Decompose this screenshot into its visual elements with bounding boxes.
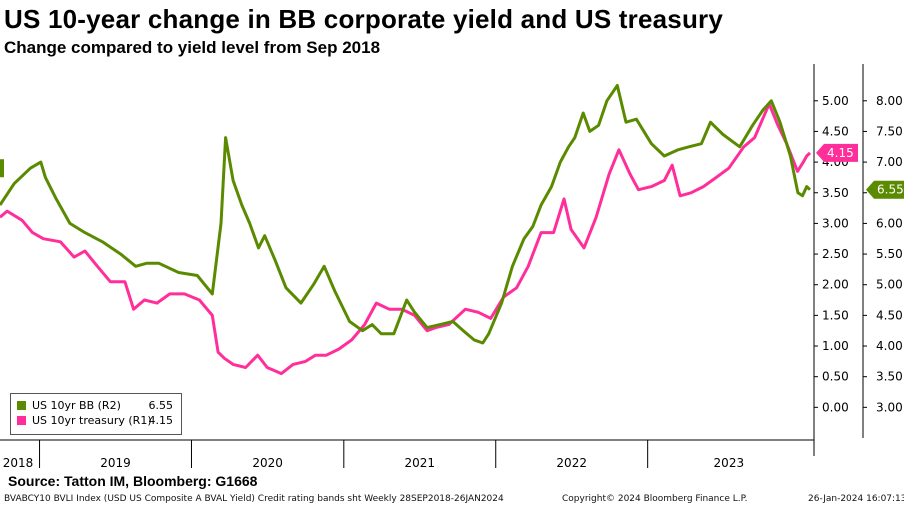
r2-tick-label: 8.00 <box>876 94 903 108</box>
r2-tick-label: 6.00 <box>876 216 903 230</box>
r1-tick-label: 3.50 <box>822 186 849 200</box>
legend-value-bb: 6.55 <box>148 399 174 412</box>
legend-value-treasury: 4.15 <box>148 414 174 427</box>
legend-swatch-bb <box>17 401 26 410</box>
treasury-last-value-flag-label: 4.15 <box>827 146 854 160</box>
legend-label-bb: US 10yr BB (R2) <box>32 399 121 412</box>
r1-tick-label: 5.00 <box>822 94 849 108</box>
r1-tick-label: 1.00 <box>822 339 849 353</box>
r2-tick-label: 7.50 <box>876 124 903 138</box>
chart-title: US 10-year change in BB corporate yield … <box>4 4 724 34</box>
legend-swatch-treasury <box>17 416 26 425</box>
treasury-last-value-flag-shape <box>816 143 858 162</box>
r1-tick-label: 2.50 <box>822 247 849 261</box>
bb-last-value-flag-shape <box>866 180 904 199</box>
footer-index-info: BVABCY10 BVLI Index (USD US Composite A … <box>4 494 504 504</box>
x-tick-label: 2020 <box>252 456 283 470</box>
r2-tick-label: 3.00 <box>876 400 903 414</box>
r2-tick-label: 4.50 <box>876 308 903 322</box>
x-tick-label: 2018 <box>3 456 34 470</box>
bb-left-edge-marker <box>0 159 4 178</box>
legend-item-treasury: US 10yr treasury (R1) 4.15 <box>17 414 177 428</box>
chart-legend: US 10yr BB (R2) 6.55 US 10yr treasury (R… <box>10 393 182 435</box>
footer-timestamp: 26-Jan-2024 16:07:13 <box>808 494 904 504</box>
r2-tick-label: 5.50 <box>876 247 903 261</box>
legend-item-bb: US 10yr BB (R2) 6.55 <box>17 399 177 413</box>
footer-copyright: Copyright© 2024 Bloomberg Finance L.P. <box>562 494 748 504</box>
series-line-treasury <box>0 102 812 376</box>
r2-tick-label: 3.50 <box>876 370 903 384</box>
legend-label-treasury: US 10yr treasury (R1) <box>32 414 152 427</box>
r1-tick-label: 0.00 <box>822 400 849 414</box>
chart-subtitle: Change compared to yield level from Sep … <box>4 38 381 57</box>
r1-tick-label: 4.50 <box>822 124 849 138</box>
r2-tick-label: 4.00 <box>876 339 903 353</box>
bb-last-value-flag-label: 6.55 <box>877 183 904 197</box>
r1-tick-label: 2.00 <box>822 278 849 292</box>
x-tick-label: 2023 <box>714 456 745 470</box>
source-note: Source: Tatton IM, Bloomberg: G1668 <box>8 473 258 489</box>
x-tick-label: 2019 <box>100 456 131 470</box>
r2-tick-label: 5.00 <box>876 278 903 292</box>
x-tick-label: 2022 <box>556 456 587 470</box>
r1-tick-label: 1.50 <box>822 308 849 322</box>
r1-tick-label: 0.50 <box>822 370 849 384</box>
x-tick-label: 2021 <box>405 456 436 470</box>
r2-tick-label: 7.00 <box>876 155 903 169</box>
r1-tick-label: 3.00 <box>822 216 849 230</box>
series-line-bb <box>0 84 812 345</box>
